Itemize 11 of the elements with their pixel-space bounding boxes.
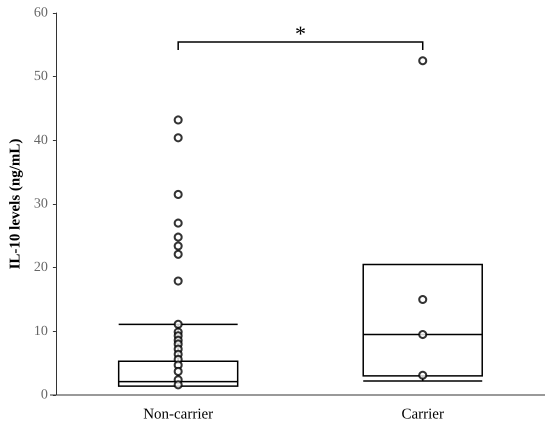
y-tick-label: 50 [34, 69, 48, 84]
y-tick-label: 10 [34, 324, 48, 339]
x-tick-label: Non-carrier [143, 406, 214, 422]
y-tick-label: 40 [34, 132, 48, 148]
y-axis-title: IL-10 levels (ng/mL) [8, 138, 24, 270]
x-tick-label: Carrier [401, 406, 444, 422]
y-tick-label: 60 [34, 6, 48, 20]
y-tick-label: 30 [34, 196, 48, 212]
y-tick-label: 20 [34, 260, 48, 276]
y-tick-label: 0 [40, 388, 48, 402]
annotation: * [294, 21, 306, 46]
